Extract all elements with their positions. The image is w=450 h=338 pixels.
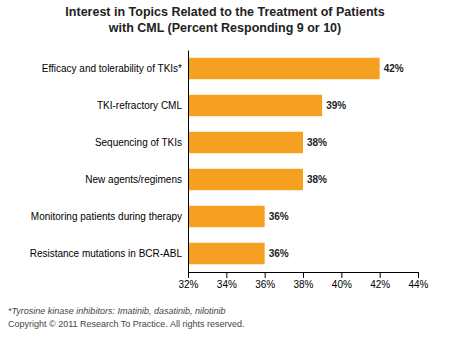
tick-mark: [188, 272, 189, 278]
tick: Resistance mutations in BCR-ABL: [30, 248, 183, 259]
tick-label: 36%: [255, 279, 275, 290]
data-label: 36%: [269, 211, 289, 222]
data-label: 38%: [307, 174, 327, 185]
category-label: TKI-refractory CML: [97, 100, 182, 111]
axis-line: [188, 51, 189, 273]
bar: [188, 132, 303, 153]
tick: TKI-refractory CML: [97, 100, 182, 111]
tick: 32%: [178, 272, 198, 290]
tick: 40%: [332, 272, 352, 290]
tick: Efficacy and tolerability of TKIs*: [42, 63, 182, 74]
tick-label: 32%: [178, 279, 198, 290]
data-label: 38%: [307, 137, 327, 148]
tick-mark: [418, 272, 419, 278]
chart: Interest in Topics Related to the Treatm…: [0, 0, 450, 338]
data-label: 36%: [269, 248, 289, 259]
bar: [188, 243, 265, 264]
plot: 32% 34% 36% 38% 40% 42% 44% Resistance mutation…: [30, 51, 429, 291]
annotation: *Tyrosine kinase inhibitors: Imatinib, d…: [8, 306, 225, 316]
tick-label: 38%: [293, 279, 313, 290]
tick: 34%: [217, 272, 237, 290]
x-axis: 32% 34% 36% 38% 40% 42% 44%: [178, 272, 428, 290]
title: with CML (Percent Responding 9 or 10): [108, 21, 341, 35]
tick-mark: [341, 272, 342, 278]
tick: New agents/regimens: [85, 174, 182, 185]
category-label: New agents/regimens: [85, 174, 182, 185]
tick-label: 34%: [217, 279, 237, 290]
tick: 44%: [408, 272, 428, 290]
tick: 36%: [255, 272, 275, 290]
bar: [188, 169, 303, 190]
tick: 42%: [370, 272, 390, 290]
tick-mark: [226, 272, 227, 278]
tick-mark: [380, 272, 381, 278]
tick-label: 40%: [332, 279, 352, 290]
annotation: Copyright © 2011 Research To Practice. A…: [8, 319, 244, 329]
data-label: 42%: [384, 63, 404, 74]
tick: 38%: [293, 272, 313, 290]
category-label: Monitoring patients during therapy: [31, 211, 182, 222]
category-label: Sequencing of TKIs: [95, 137, 182, 148]
bar: [188, 58, 380, 79]
data-labels: 36% 36% 38% 38% 39% 42%: [269, 63, 404, 259]
category-label: Efficacy and tolerability of TKIs*: [42, 63, 182, 74]
tick-mark: [303, 272, 304, 278]
bar: [188, 206, 265, 227]
bars: [188, 58, 380, 264]
title: Interest in Topics Related to the Treatm…: [65, 5, 384, 19]
y-axis: Resistance mutations in BCR-ABL Monitorin…: [30, 51, 189, 273]
tick-label: 44%: [408, 279, 428, 290]
tick-label: 42%: [370, 279, 390, 290]
data-label: 39%: [326, 100, 346, 111]
tick: Sequencing of TKIs: [95, 137, 182, 148]
category-label: Resistance mutations in BCR-ABL: [30, 248, 183, 259]
tick-mark: [265, 272, 266, 278]
tick: Monitoring patients during therapy: [31, 211, 182, 222]
bar: [188, 95, 322, 116]
axis-line: [189, 273, 419, 279]
